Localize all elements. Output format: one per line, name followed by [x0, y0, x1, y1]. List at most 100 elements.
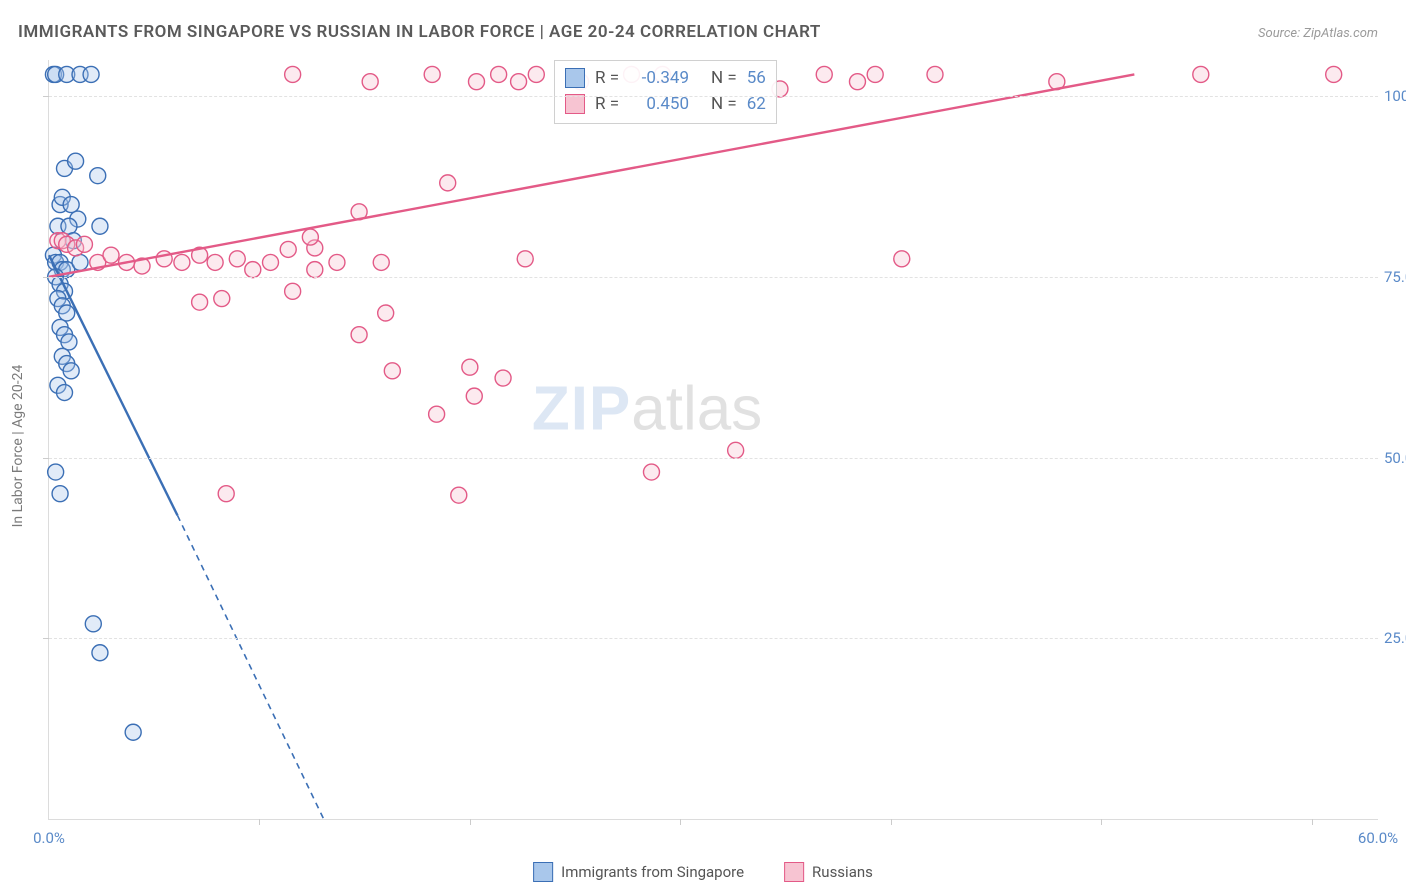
data-point: [424, 66, 440, 82]
data-point: [72, 254, 88, 270]
data-point: [329, 254, 345, 270]
n-label: N =: [711, 65, 737, 91]
data-point: [63, 363, 79, 379]
data-point: [245, 262, 261, 278]
data-point: [495, 370, 511, 386]
corr-legend-row: R = 0.450 N = 62: [565, 91, 766, 117]
correlation-legend: R = -0.349 N = 56 R = 0.450 N = 62: [554, 60, 777, 124]
data-point: [867, 66, 883, 82]
data-point: [61, 334, 77, 350]
data-point: [378, 305, 394, 321]
data-point: [125, 724, 141, 740]
chart-area: R =-0.349N =56R =0.450N =62 ZIPatlas 25.…: [48, 60, 1378, 820]
data-point: [429, 406, 445, 422]
n-value: 56: [747, 65, 766, 91]
source-label: Source: ZipAtlas.com: [1258, 26, 1378, 41]
data-point: [462, 359, 478, 375]
tick-mark: [891, 819, 892, 825]
data-point: [263, 254, 279, 270]
data-point: [285, 66, 301, 82]
data-point: [511, 74, 527, 90]
data-point: [728, 442, 744, 458]
data-point: [207, 254, 223, 270]
data-point: [63, 197, 79, 213]
tick-mark: [680, 819, 681, 825]
data-point: [61, 218, 77, 234]
data-point: [468, 74, 484, 90]
trend-line-dashed: [177, 515, 323, 819]
x-tick-label: 0.0%: [33, 829, 65, 847]
data-point: [48, 464, 64, 480]
data-point: [218, 486, 234, 502]
r-value: -0.349: [629, 65, 689, 91]
r-label: R =: [595, 65, 619, 91]
scatter-plot-svg: [49, 60, 1378, 819]
gridline-h: [49, 638, 1378, 639]
page-title: IMMIGRANTS FROM SINGAPORE VS RUSSIAN IN …: [18, 22, 821, 42]
data-point: [517, 251, 533, 267]
data-point: [351, 327, 367, 343]
tick-mark: [259, 819, 260, 825]
y-tick-label: 25.0%: [1384, 629, 1406, 647]
tick-mark: [43, 638, 49, 639]
legend-swatch: [784, 862, 804, 882]
data-point: [280, 241, 296, 257]
data-point: [192, 294, 208, 310]
tick-mark: [1101, 819, 1102, 825]
n-label: N =: [711, 91, 737, 117]
data-point: [214, 291, 230, 307]
legend-swatch: [533, 862, 553, 882]
data-point: [373, 254, 389, 270]
r-label: R =: [595, 91, 619, 117]
data-point: [643, 464, 659, 480]
gridline-h: [49, 458, 1378, 459]
x-tick-label: 60.0%: [1358, 829, 1398, 847]
data-point: [1193, 66, 1209, 82]
legend-item: Immigrants from Singapore: [533, 862, 744, 882]
data-point: [307, 262, 323, 278]
data-point: [849, 74, 865, 90]
gridline-h: [49, 277, 1378, 278]
n-value: 62: [747, 91, 766, 117]
data-point: [1326, 66, 1342, 82]
legend-swatch: [565, 68, 585, 88]
data-point: [894, 251, 910, 267]
data-point: [816, 66, 832, 82]
data-point: [92, 218, 108, 234]
data-point: [302, 229, 318, 245]
data-point: [384, 363, 400, 379]
tick-mark: [1312, 819, 1313, 825]
data-point: [229, 251, 245, 267]
tick-mark: [43, 458, 49, 459]
data-point: [927, 66, 943, 82]
y-tick-label: 50.0%: [1384, 449, 1406, 467]
gridline-h: [49, 96, 1378, 97]
data-point: [174, 254, 190, 270]
data-point: [362, 74, 378, 90]
data-point: [451, 487, 467, 503]
legend-label: Immigrants from Singapore: [561, 863, 744, 881]
legend-label: Russians: [812, 863, 873, 881]
tick-mark: [43, 96, 49, 97]
data-point: [92, 645, 108, 661]
corr-legend-row: R = -0.349 N = 56: [565, 65, 766, 91]
data-point: [57, 385, 73, 401]
y-tick-label: 100.0%: [1384, 87, 1406, 105]
data-point: [90, 168, 106, 184]
data-point: [528, 66, 544, 82]
data-point: [466, 388, 482, 404]
tick-mark: [470, 819, 471, 825]
legend-item: Russians: [784, 862, 873, 882]
data-point: [491, 66, 507, 82]
data-point: [52, 486, 68, 502]
y-axis-label: In Labor Force | Age 20-24: [10, 365, 26, 528]
data-point: [59, 305, 75, 321]
y-tick-label: 75.0%: [1384, 268, 1406, 286]
r-value: 0.450: [629, 91, 689, 117]
tick-mark: [43, 277, 49, 278]
data-point: [103, 247, 119, 263]
data-point: [85, 616, 101, 632]
data-point: [440, 175, 456, 191]
data-point: [68, 153, 84, 169]
data-point: [285, 283, 301, 299]
